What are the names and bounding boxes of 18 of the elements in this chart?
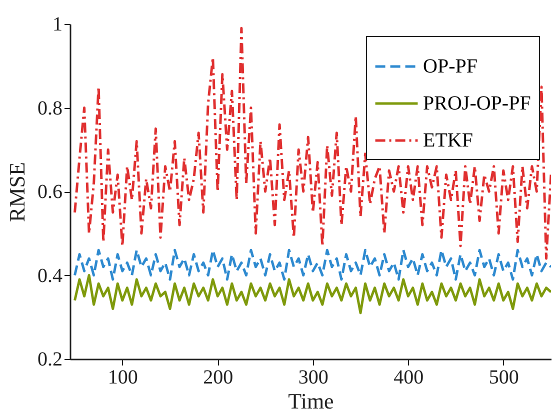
line-series	[74, 248, 551, 281]
x-tick-label: 300	[298, 366, 328, 388]
y-tick-label: 1	[52, 14, 62, 36]
y-tick-label: 0.4	[38, 264, 62, 287]
x-tick-label: 400	[394, 366, 424, 388]
x-axis-title: Time	[288, 388, 334, 414]
legend-label: OP-PF	[423, 56, 478, 78]
line-series	[74, 26, 551, 260]
x-tick-label: 100	[108, 366, 138, 388]
y-axis-title: RMSE	[4, 162, 30, 222]
y-tick-label: 0.8	[38, 97, 62, 120]
legend-label: ETKF	[423, 130, 473, 152]
y-tick-label: 0.2	[38, 348, 62, 370]
line-series	[74, 274, 551, 314]
legend-label: PROJ-OP-PF	[423, 92, 531, 114]
x-tick-label: 500	[488, 366, 519, 388]
y-tick-label: 0.6	[38, 181, 62, 203]
x-tick-label: 200	[203, 366, 234, 388]
